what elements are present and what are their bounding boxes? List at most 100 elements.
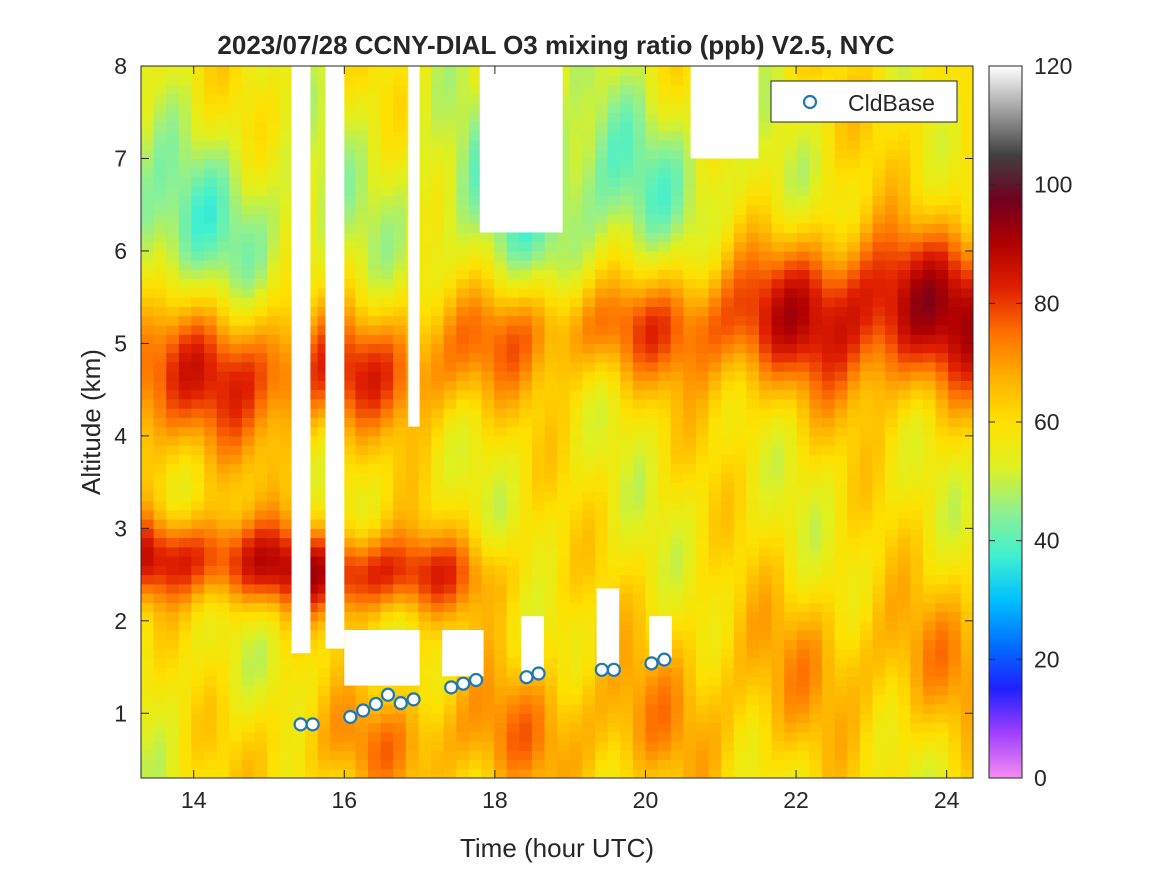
heatmap-cell	[305, 500, 319, 511]
heatmap-cell	[279, 241, 293, 252]
heatmap-cell	[822, 759, 836, 770]
heatmap-cell	[532, 685, 546, 696]
heatmap-cell	[418, 528, 432, 539]
heatmap-cell	[166, 482, 180, 492]
heatmap-cell	[620, 204, 634, 215]
heatmap-cell	[216, 574, 230, 585]
heatmap-cell	[468, 167, 483, 178]
heatmap-cell	[746, 278, 760, 289]
heatmap-cell	[380, 704, 394, 714]
heatmap-cell	[632, 435, 647, 446]
heatmap-cell	[569, 509, 583, 520]
heatmap-cell	[305, 75, 319, 85]
heatmap-cell	[393, 556, 407, 566]
heatmap-cell	[670, 676, 684, 687]
heatmap-cell	[683, 121, 697, 132]
heatmap-cell	[595, 186, 609, 196]
heatmap-cell	[229, 343, 243, 354]
heatmap-cell	[494, 408, 508, 418]
heatmap-cell	[620, 500, 634, 511]
heatmap-cell	[431, 158, 445, 169]
heatmap-cell	[607, 315, 621, 326]
heatmap-cell	[204, 93, 218, 104]
heatmap-cell	[897, 75, 911, 85]
heatmap-cell	[544, 278, 558, 289]
heatmap-cell	[456, 297, 470, 307]
heatmap-cell	[872, 195, 886, 206]
heatmap-cell	[809, 195, 823, 206]
heatmap-cell	[431, 593, 445, 603]
heatmap-cell	[809, 130, 823, 141]
heatmap-cell	[544, 297, 558, 307]
heatmap-cell	[456, 177, 470, 187]
heatmap-cell	[708, 704, 722, 714]
heatmap-cell	[191, 66, 205, 76]
heatmap-cell	[317, 750, 331, 761]
heatmap-cell	[733, 630, 747, 640]
heatmap-cell	[443, 445, 457, 455]
heatmap-cell	[191, 408, 205, 418]
heatmap-cell	[153, 250, 167, 261]
heatmap-cell	[910, 704, 924, 714]
heatmap-cell	[796, 694, 810, 705]
heatmap-cell	[418, 204, 432, 215]
heatmap-cell	[569, 713, 583, 724]
heatmap-cell	[431, 741, 445, 751]
heatmap-cell	[431, 630, 445, 640]
heatmap-cell	[897, 343, 911, 354]
heatmap-cell	[746, 232, 760, 243]
heatmap-cell	[872, 482, 886, 492]
heatmap-cell	[582, 103, 596, 113]
heatmap-cell	[519, 741, 533, 751]
heatmap-cell	[254, 426, 268, 437]
heatmap-cell	[859, 454, 874, 465]
heatmap-cell	[721, 491, 735, 502]
heatmap-cell	[645, 260, 659, 270]
heatmap-cell	[922, 149, 937, 159]
heatmap-cell	[153, 426, 167, 437]
heatmap-cell	[683, 195, 697, 206]
heatmap-cell	[216, 630, 230, 640]
heatmap-cell	[557, 630, 571, 640]
heatmap-cell	[544, 361, 558, 372]
heatmap-cell	[771, 426, 785, 437]
heatmap-cell	[216, 93, 230, 104]
heatmap-cell	[683, 482, 697, 492]
heatmap-cell	[204, 130, 218, 141]
heatmap-cell	[178, 232, 192, 243]
heatmap-cell	[885, 472, 899, 483]
heatmap-cell	[771, 149, 785, 159]
heatmap-cell	[544, 556, 558, 566]
heatmap-cell	[216, 417, 230, 428]
heatmap-cell	[569, 593, 583, 603]
heatmap-cell	[847, 195, 861, 206]
heatmap-cell	[708, 509, 722, 520]
heatmap-cell	[935, 472, 949, 483]
heatmap-cell	[178, 297, 192, 307]
heatmap-cell	[431, 315, 445, 326]
heatmap-cell	[733, 343, 747, 354]
heatmap-cell	[721, 343, 735, 354]
heatmap-cell	[809, 546, 823, 557]
heatmap-cell	[595, 269, 609, 280]
heatmap-cell	[670, 593, 684, 603]
heatmap-cell	[191, 611, 205, 622]
heatmap-cell	[922, 454, 937, 465]
heatmap-cell	[393, 519, 407, 529]
heatmap-cell	[683, 667, 697, 677]
heatmap-cell	[695, 750, 710, 761]
heatmap-cell	[759, 417, 773, 428]
heatmap-cell	[468, 463, 483, 474]
heatmap-cell	[267, 121, 281, 132]
heatmap-cell	[481, 445, 495, 455]
heatmap-cell	[519, 408, 533, 418]
heatmap-cell	[784, 556, 798, 566]
heatmap-cell	[305, 195, 319, 206]
heatmap-cell	[935, 509, 949, 520]
heatmap-cell	[796, 620, 810, 631]
heatmap-cell	[695, 297, 710, 307]
heatmap-cell	[645, 593, 659, 603]
heatmap-cell	[897, 454, 911, 465]
heatmap-cell	[872, 435, 886, 446]
heatmap-cell	[771, 722, 785, 733]
